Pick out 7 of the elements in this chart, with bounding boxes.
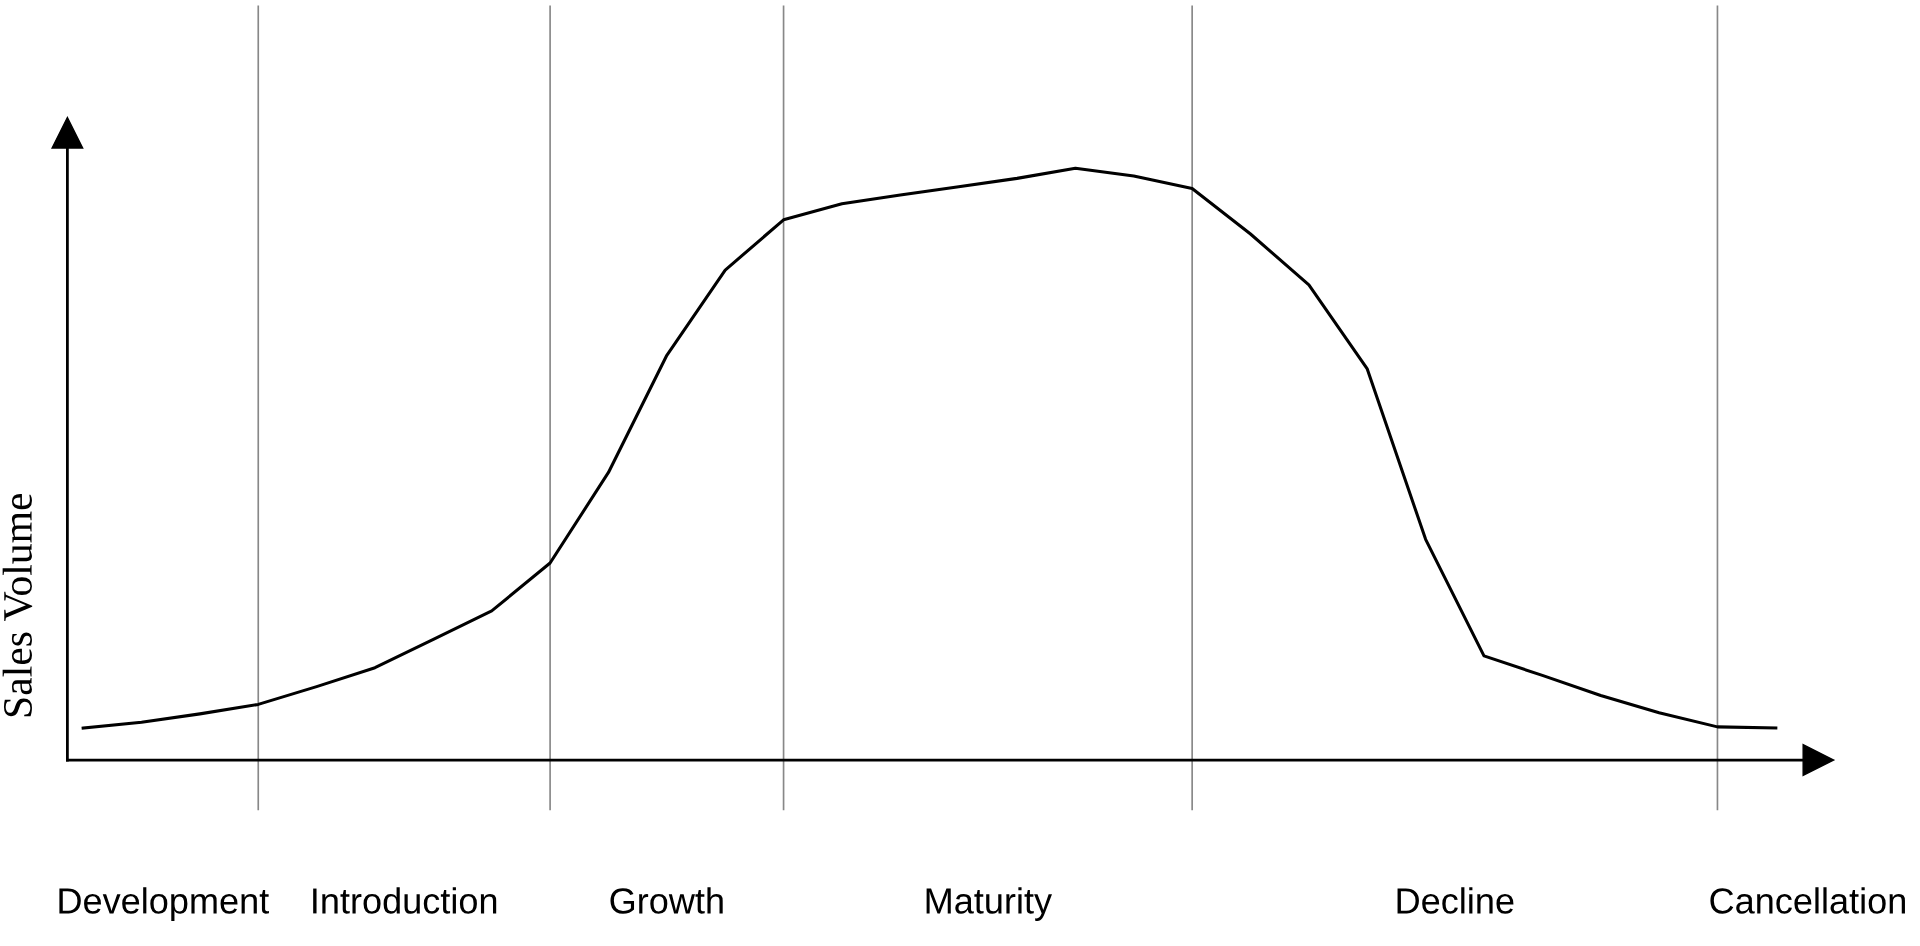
text: Maturity xyxy=(926,887,1052,921)
text: Introduction xyxy=(313,887,497,914)
text: Growth xyxy=(610,887,723,914)
text: Development xyxy=(59,887,269,921)
y-axis-title: Sales Volume xyxy=(2,493,33,717)
text: Cancellation xyxy=(1710,887,1905,914)
text: Decline xyxy=(1397,887,1514,914)
